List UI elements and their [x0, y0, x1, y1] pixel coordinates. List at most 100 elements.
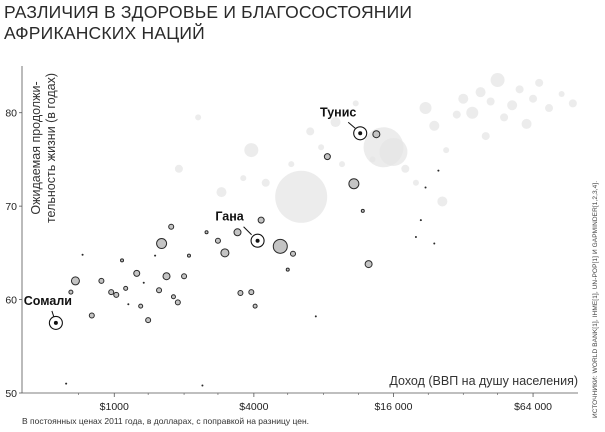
- other-nation-point-19: [429, 120, 440, 131]
- other-nation-point-25: [475, 87, 486, 98]
- other-nation-point-6: [288, 161, 295, 168]
- african-nation-point-28: [230, 219, 233, 222]
- x-tick-label-3: $64 000: [514, 401, 552, 413]
- y-tick-label-3: 80: [5, 108, 17, 120]
- other-nation-point-29: [500, 113, 509, 122]
- other-nation-point-27: [486, 97, 495, 106]
- african-nation-point-26: [214, 237, 221, 244]
- african-nations-layer: [65, 130, 440, 387]
- other-nation-point-12: [352, 100, 359, 107]
- african-nation-point-9: [123, 285, 129, 291]
- african-nation-point-36: [290, 250, 297, 257]
- african-nation-point-38: [323, 153, 331, 161]
- other-nation-point-2: [216, 187, 227, 198]
- highlight-label-0: Сомали: [24, 294, 72, 308]
- african-nation-point-8: [120, 258, 125, 263]
- other-nation-point-33: [529, 94, 538, 103]
- other-nation-point-35: [545, 104, 554, 113]
- other-nation-point-22: [452, 110, 461, 119]
- highlighted-nations-layer: Сомали Гана Тунис: [24, 105, 368, 330]
- highlight-dot-0: [53, 320, 58, 325]
- x-axis-title: Доход (ВВП на душу населения): [389, 374, 578, 388]
- chart-title-line-2: АФРИКАНСКИХ НАЦИЙ: [4, 23, 205, 43]
- other-nation-point-30: [507, 100, 518, 111]
- other-nation-point-0: [174, 164, 183, 173]
- other-nation-point-9: [318, 144, 325, 151]
- african-nation-point-18: [162, 272, 171, 281]
- african-nation-point-43: [414, 235, 417, 238]
- african-nation-point-32: [252, 303, 258, 309]
- african-nation-point-7: [113, 291, 120, 298]
- other-nation-point-26: [481, 132, 490, 141]
- highlight-leader-1: [243, 226, 252, 236]
- other-nation-point-20: [437, 196, 448, 207]
- chart-title-line-1: РАЗЛИЧИЯ В ЗДОРОВЬЕ И БЛАГОСОСТОЯНИИ: [4, 2, 413, 22]
- african-nation-point-46: [433, 242, 436, 245]
- african-nation-point-22: [181, 273, 188, 280]
- african-nation-point-44: [419, 219, 422, 222]
- footnote: В постоянных ценах 2011 года, в долларах…: [22, 416, 310, 426]
- other-nation-point-28: [490, 73, 505, 88]
- african-nation-point-4: [88, 312, 95, 319]
- other-nation-point-3: [240, 175, 247, 182]
- african-nation-point-27: [220, 248, 230, 258]
- other-nation-point-11: [339, 161, 346, 168]
- other-nation-point-32: [521, 118, 532, 129]
- other-nation-point-34: [535, 78, 544, 87]
- other-nation-point-36: [558, 91, 565, 98]
- y-axis-title-line-1: Ожидаемая продолжи-: [29, 81, 43, 214]
- other-nations-layer: [174, 73, 577, 223]
- x-tick-label-2: $16 000: [374, 401, 412, 413]
- y-tick-label-0: 50: [5, 388, 17, 400]
- x-tick-label-1: $4000: [239, 401, 268, 413]
- african-nation-point-42: [372, 130, 381, 139]
- highlight-dot-1: [255, 238, 260, 243]
- african-nation-point-39: [348, 178, 360, 190]
- african-nation-point-35: [285, 267, 290, 272]
- african-nation-point-33: [257, 216, 265, 224]
- african-nation-point-29: [233, 228, 242, 237]
- african-nation-point-41: [364, 260, 373, 269]
- african-nation-point-17: [156, 238, 168, 250]
- axis-labels-layer: 50 60 70 80 $1000 $4000 $16 000 $64 000 Доход (В…: [5, 73, 578, 413]
- african-nation-point-1: [68, 289, 74, 295]
- other-nation-point-23: [458, 93, 469, 104]
- other-nation-point-8: [306, 127, 315, 136]
- y-tick-label-2: 70: [5, 201, 17, 213]
- highlight-leader-2: [347, 121, 356, 129]
- sources-note: ИСТОЧНИКИ: WORLD BANK[1], IHME[1], UN-PO…: [592, 180, 599, 418]
- african-nation-point-24: [201, 384, 204, 387]
- african-nation-point-16: [156, 287, 163, 294]
- african-nation-point-37: [314, 315, 317, 318]
- other-nation-point-37: [568, 99, 577, 108]
- other-nation-point-24: [466, 106, 479, 119]
- other-nation-point-10: [330, 117, 341, 128]
- african-nation-point-23: [186, 253, 191, 258]
- other-nation-point-21: [443, 147, 450, 154]
- african-nation-point-3: [81, 253, 84, 256]
- chart-title: РАЗЛИЧИЯ В ЗДОРОВЬЕ И БЛАГОСОСТОЯНИИ АФР…: [4, 2, 412, 44]
- african-nation-point-20: [170, 294, 176, 300]
- y-tick-label-1: 60: [5, 295, 17, 307]
- african-nation-point-25: [204, 230, 209, 235]
- axes-layer: [19, 66, 578, 397]
- african-nation-point-30: [237, 290, 244, 297]
- african-nation-point-6: [108, 289, 115, 296]
- other-nation-point-5: [261, 178, 270, 187]
- other-nation-point-17: [412, 179, 419, 186]
- african-nation-point-34: [272, 238, 288, 254]
- african-nation-point-31: [248, 289, 255, 296]
- other-nation-point-31: [515, 85, 524, 94]
- african-nation-point-45: [424, 186, 427, 189]
- african-nation-point-11: [133, 269, 141, 277]
- other-nation-point-16: [401, 164, 410, 173]
- african-nation-point-21: [174, 299, 181, 306]
- african-nation-point-5: [98, 277, 105, 284]
- african-nation-point-2: [70, 276, 80, 286]
- highlight-dot-2: [358, 131, 363, 136]
- highlight-label-1: Гана: [215, 210, 244, 224]
- african-nation-point-15: [154, 254, 157, 257]
- other-nation-point-4: [244, 143, 259, 158]
- x-tick-label-0: $1000: [100, 401, 129, 413]
